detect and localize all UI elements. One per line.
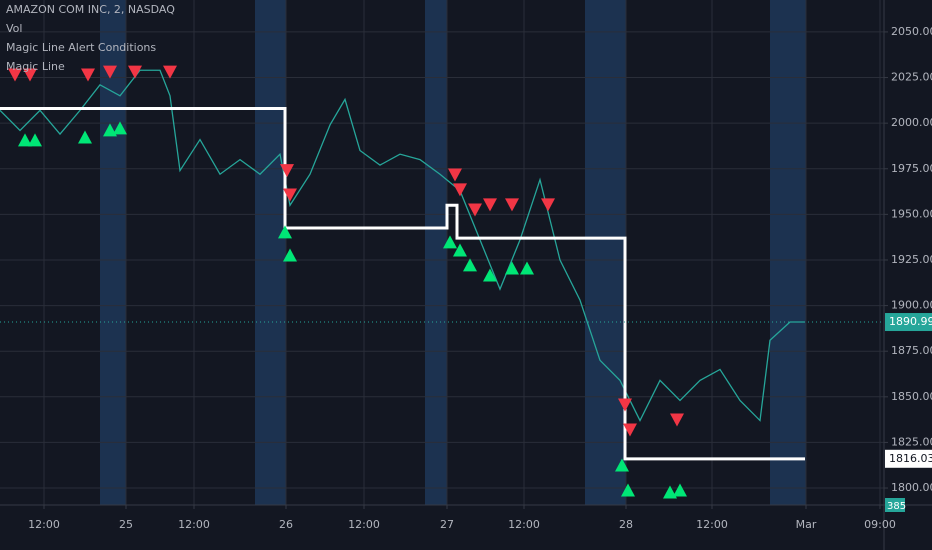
session-bands — [100, 0, 806, 505]
x-tick-label: 12:00 — [696, 518, 728, 531]
signal-marker — [113, 121, 127, 135]
signal-marker — [8, 68, 22, 82]
volume-tag-label: 385 — [887, 501, 906, 512]
price-tag-label: 1890.99 — [889, 315, 932, 328]
signal-marker — [463, 258, 477, 272]
legend-entry: Vol — [6, 22, 22, 35]
signal-marker — [283, 188, 297, 202]
signal-marker — [673, 483, 687, 497]
signal-marker — [28, 133, 42, 147]
x-tick-label: 27 — [440, 518, 454, 531]
signal-marker — [541, 198, 555, 212]
signal-marker — [505, 261, 519, 275]
signal-marker — [128, 65, 142, 79]
signal-marker — [278, 225, 292, 239]
marks — [0, 65, 884, 499]
signal-marker — [443, 235, 457, 249]
legend-entry: Magic Line Alert Conditions — [6, 41, 156, 54]
price-tag — [885, 449, 932, 468]
signal-marker — [448, 168, 462, 182]
session-band — [425, 0, 447, 505]
x-tick-label: 12:00 — [508, 518, 540, 531]
signal-marker — [505, 198, 519, 212]
signal-marker — [520, 261, 534, 275]
y-tick-label: 1825.00 — [891, 435, 932, 448]
x-tick-label: 12:00 — [28, 518, 60, 531]
price-tag — [885, 313, 932, 332]
signal-marker — [483, 268, 497, 282]
signal-marker — [280, 164, 294, 178]
session-band — [585, 0, 626, 505]
signal-marker — [483, 198, 497, 212]
signal-marker — [670, 413, 684, 427]
signal-marker — [453, 243, 467, 257]
y-tick-label: 1800.00 — [891, 481, 932, 494]
series-line — [0, 69, 805, 422]
session-band — [255, 0, 286, 505]
signal-marker — [23, 68, 37, 82]
signal-marker — [453, 183, 467, 197]
signal-marker — [621, 483, 635, 497]
x-tick-label: 25 — [119, 518, 133, 531]
signal-marker — [163, 65, 177, 79]
signal-marker — [623, 423, 637, 437]
signal-marker — [81, 68, 95, 82]
signal-marker — [103, 123, 117, 137]
y-tick-label: 1875.00 — [891, 344, 932, 357]
signal-marker — [18, 133, 32, 147]
x-tick-label: 12:00 — [348, 518, 380, 531]
x-tick-label: 26 — [279, 518, 293, 531]
y-tick-label: 1925.00 — [891, 253, 932, 266]
x-tick-label: 09:00 — [864, 518, 896, 531]
y-tick-label: 2050.00 — [891, 25, 932, 38]
signal-marker — [618, 398, 632, 412]
chart-title: AMAZON COM INC, 2, NASDAQ — [6, 3, 175, 16]
y-tick-label: 1850.00 — [891, 390, 932, 403]
volume-tag — [885, 498, 905, 512]
price-tag-label: 1816.03 — [889, 452, 932, 465]
signal-marker — [468, 203, 482, 217]
y-tick-label: 2000.00 — [891, 116, 932, 129]
y-tick-label: 2025.00 — [891, 71, 932, 84]
signal-marker — [283, 248, 297, 262]
y-tick-label: 1900.00 — [891, 299, 932, 312]
session-band — [100, 0, 126, 505]
signal-marker — [78, 130, 92, 144]
y-tick-label: 1975.00 — [891, 162, 932, 175]
signal-marker — [615, 458, 629, 472]
signal-marker — [103, 65, 117, 79]
session-band — [770, 0, 806, 505]
x-tick-label: Mar — [796, 518, 817, 531]
x-tick-label: 28 — [619, 518, 633, 531]
axes: 2050.00 2025.00 2000.00 1975.00 1950.00 1925.… — [28, 25, 932, 531]
y-tick-label: 1950.00 — [891, 207, 932, 220]
signal-marker — [663, 485, 677, 499]
legend-entry: Magic Line — [6, 60, 65, 73]
x-tick-label: 12:00 — [178, 518, 210, 531]
grid — [0, 0, 884, 505]
